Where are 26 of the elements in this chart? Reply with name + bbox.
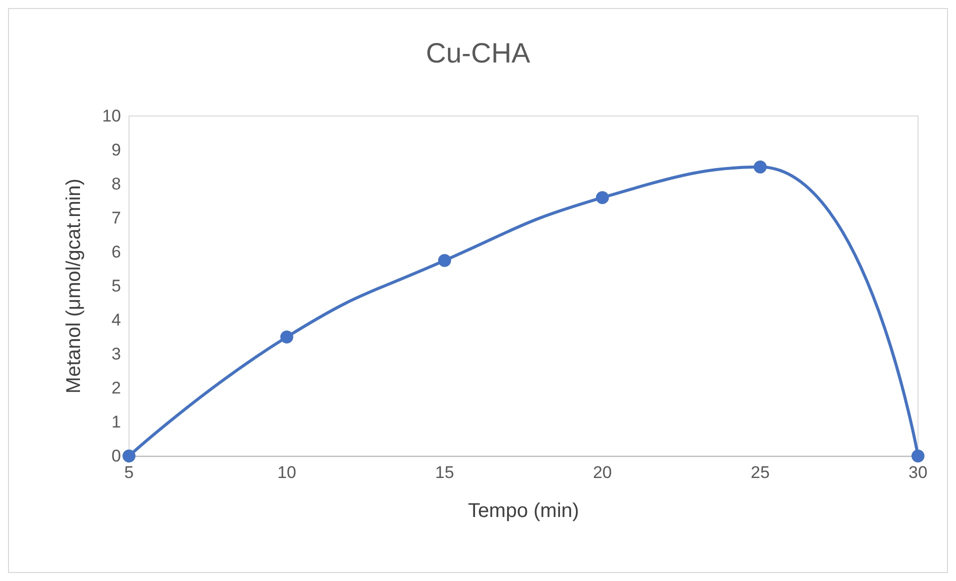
y-tick-label: 4 [112, 310, 121, 330]
point [596, 191, 609, 204]
point [280, 330, 294, 344]
point [754, 160, 767, 174]
y-tick-label: 1 [112, 412, 121, 432]
y-tick-label: 3 [112, 344, 121, 364]
x-tick-label: 30 [908, 463, 928, 482]
y-axis-title: Metanol (μmol/gcat.min) [63, 178, 85, 394]
y-tick-label: 5 [112, 276, 121, 296]
x-tick-label: 25 [750, 463, 770, 482]
y-tick-label: 2 [112, 378, 121, 398]
y-tick-label: 10 [102, 106, 121, 126]
point [438, 254, 452, 267]
y-tick-label: 6 [112, 242, 121, 262]
point [122, 450, 136, 462]
point [912, 450, 924, 462]
x-axis-title: Tempo (min) [468, 500, 580, 522]
y-tick-label: 9 [112, 140, 121, 160]
chart-title: Cu-CHA [426, 38, 530, 68]
x-tick-label: 10 [277, 463, 296, 482]
y-tick-label: 8 [112, 174, 121, 194]
y-tick-label: 7 [112, 208, 121, 228]
y-tick-label: 0 [112, 446, 121, 466]
x-tick-label: 15 [435, 463, 454, 482]
x-tick-label: 5 [124, 463, 134, 482]
x-tick-label: 20 [592, 463, 612, 482]
